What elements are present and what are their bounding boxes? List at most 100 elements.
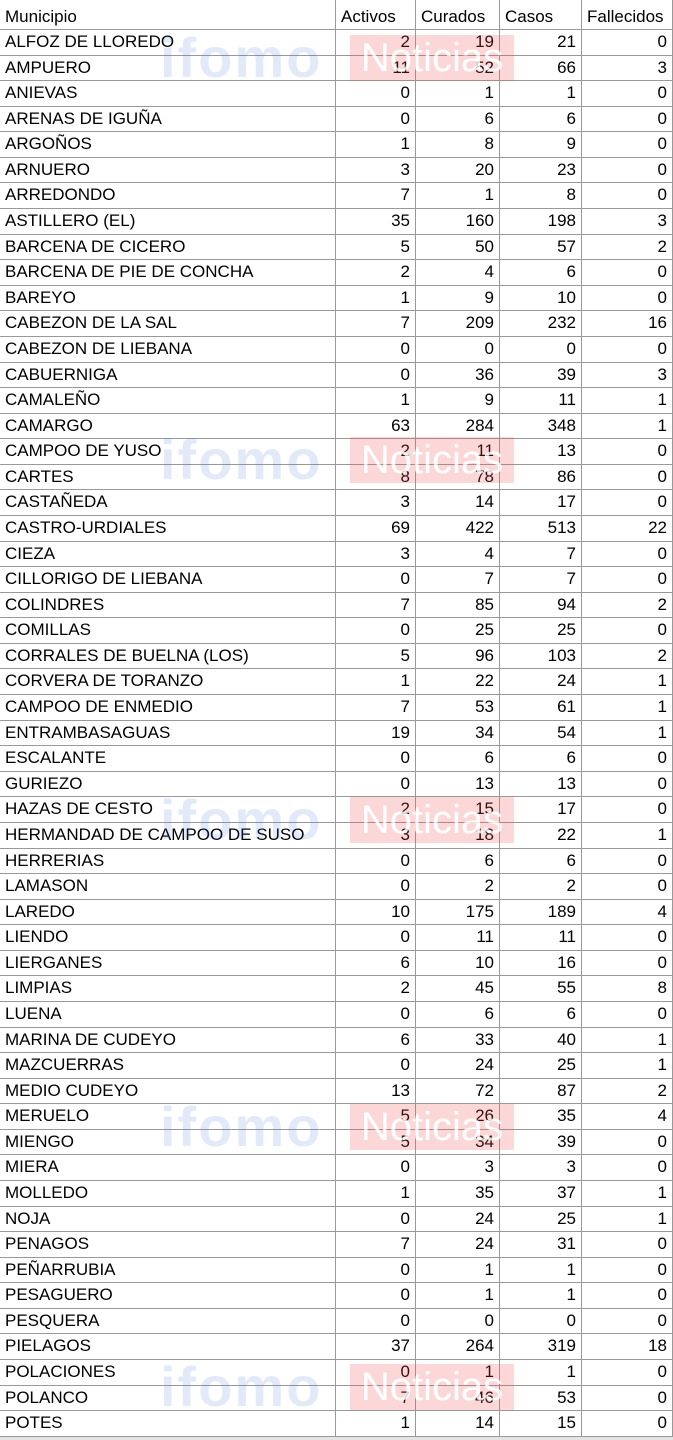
table-cell: 6 [500, 1001, 582, 1028]
table-cell: 24 [416, 1206, 500, 1233]
municipality-name: HERMANDAD DE CAMPOO DE SUSO [0, 822, 336, 849]
municipality-name: PESQUERA [0, 1308, 336, 1335]
municipality-name: ANIEVAS [0, 81, 336, 107]
table-cell: 0 [582, 1155, 673, 1182]
column-header: Municipio [0, 0, 336, 30]
table-cell: 40 [500, 1027, 582, 1054]
table-cell: 0 [582, 1129, 673, 1156]
table-cell: 5 [336, 234, 416, 261]
table-cell: 13 [416, 771, 500, 798]
table-cell: 0 [336, 81, 416, 107]
table-cell: 8 [582, 976, 673, 1002]
table-cell: 0 [582, 439, 673, 465]
table-cell: 0 [582, 874, 673, 900]
table-cell: 4 [582, 899, 673, 926]
table-cell: 1 [582, 1206, 673, 1233]
table-cell: 9 [416, 388, 500, 414]
table-cell: 2 [500, 874, 582, 900]
municipality-name: GURIEZO [0, 771, 336, 798]
table-cell: 348 [500, 413, 582, 440]
table-cell: 0 [582, 1411, 673, 1437]
table-cell: 4 [582, 1104, 673, 1130]
table-cell: 25 [500, 1053, 582, 1079]
table-cell: 9 [500, 132, 582, 158]
table-cell: 0 [582, 618, 673, 644]
municipality-name: CAMARGO [0, 413, 336, 440]
table-cell: 11 [416, 439, 500, 465]
table-cell: 52 [416, 55, 500, 82]
table-cell: 18 [582, 1334, 673, 1361]
table-cell: 0 [582, 285, 673, 312]
municipality-name: CIEZA [0, 541, 336, 568]
municipality-name: LUENA [0, 1001, 336, 1028]
table-cell: 25 [500, 1206, 582, 1233]
table-cell: 7 [500, 541, 582, 568]
table-cell: 0 [582, 1360, 673, 1386]
table-cell: 189 [500, 899, 582, 926]
table-cell: 61 [500, 695, 582, 721]
municipality-name: BAREYO [0, 285, 336, 312]
table-cell: 10 [500, 285, 582, 312]
table-cell: 3 [336, 157, 416, 184]
table-cell: 0 [336, 925, 416, 951]
table-cell: 0 [336, 567, 416, 593]
table-cell: 20 [416, 157, 500, 184]
municipality-name: CARTES [0, 464, 336, 491]
table-cell: 0 [336, 1308, 416, 1335]
table-cell: 25 [416, 618, 500, 644]
table-cell: 0 [336, 1155, 416, 1182]
table-cell: 6 [416, 746, 500, 772]
table-cell: 319 [500, 1334, 582, 1361]
table-cell: 5 [336, 643, 416, 670]
column-header: Casos [500, 0, 582, 30]
table-cell: 66 [500, 55, 582, 82]
table-cell: 15 [500, 1411, 582, 1437]
municipality-name: LIMPIAS [0, 976, 336, 1002]
municipality-name: ENTRAMBASAGUAS [0, 720, 336, 747]
table-cell: 0 [582, 925, 673, 951]
table-cell: 0 [582, 1283, 673, 1309]
table-cell: 1 [500, 81, 582, 107]
table-cell: 0 [336, 746, 416, 772]
table-cell: 0 [582, 1385, 673, 1412]
municipality-name: ARNUERO [0, 157, 336, 184]
table-cell: 6 [336, 1027, 416, 1054]
municipality-name: ARGOÑOS [0, 132, 336, 158]
table-cell: 21 [500, 30, 582, 56]
column-header: Activos [336, 0, 416, 30]
table-cell: 1 [416, 183, 500, 210]
table-cell: 5 [336, 1104, 416, 1130]
municipality-name: MAZCUERRAS [0, 1053, 336, 1079]
table-cell: 8 [416, 132, 500, 158]
table-cell: 2 [582, 592, 673, 619]
table-cell: 14 [416, 1411, 500, 1437]
municipality-name: MERUELO [0, 1104, 336, 1130]
table-cell: 0 [336, 771, 416, 798]
table-cell: 6 [416, 106, 500, 133]
table-cell: 34 [416, 720, 500, 747]
municipality-name: ESCALANTE [0, 746, 336, 772]
municipality-name: LIENDO [0, 925, 336, 951]
table-cell: 2 [336, 976, 416, 1002]
table-cell: 3 [336, 541, 416, 568]
table-cell: 7 [336, 592, 416, 619]
table-footer [0, 1437, 673, 1440]
municipality-name: MIERA [0, 1155, 336, 1182]
table-cell: 0 [582, 567, 673, 593]
table-cell: 6 [500, 746, 582, 772]
table-cell: 0 [336, 618, 416, 644]
municipality-name: CABEZON DE LA SAL [0, 311, 336, 337]
table-cell: 0 [582, 81, 673, 107]
table-cell: 1 [336, 669, 416, 696]
table-cell: 1 [416, 1360, 500, 1386]
table-cell: 0 [336, 1206, 416, 1233]
table-cell: 6 [416, 1001, 500, 1028]
table-cell: 17 [500, 797, 582, 823]
table-cell: 4 [416, 541, 500, 568]
table-cell: 18 [416, 822, 500, 849]
column-header: Fallecidos [582, 0, 673, 30]
table-cell: 7 [336, 311, 416, 337]
table-cell: 8 [500, 183, 582, 210]
municipality-name: CORVERA DE TORANZO [0, 669, 336, 696]
